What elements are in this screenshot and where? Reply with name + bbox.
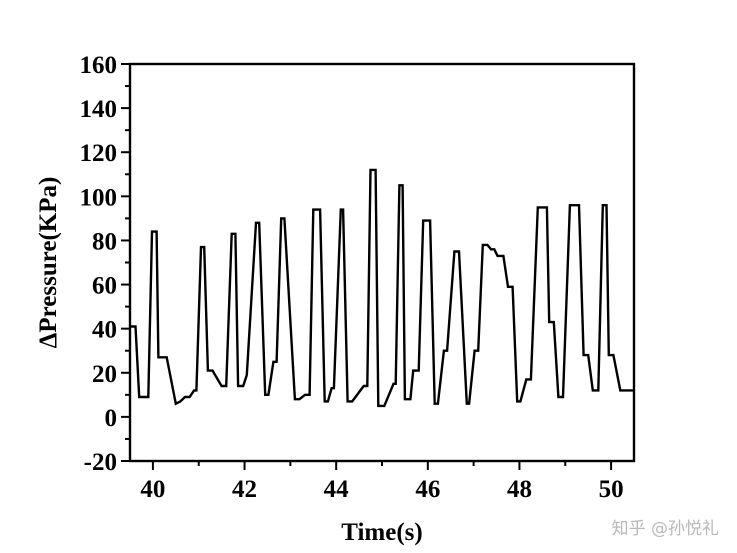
x-tick-label: 48 [507, 476, 532, 503]
watermark: 知乎 @孙悦礼 [611, 519, 719, 539]
x-tick-label: 40 [140, 476, 165, 503]
y-axis-title: ΔPressure(KPa) [35, 177, 62, 349]
y-tick-label: 60 [92, 273, 117, 300]
y-tick-label: 40 [92, 317, 117, 344]
y-tick-label: 100 [80, 184, 118, 211]
x-axis-title: Time(s) [341, 519, 422, 546]
y-tick-label: -20 [84, 449, 117, 476]
x-tick-label: 44 [324, 476, 350, 503]
y-tick-label: 0 [105, 405, 118, 432]
y-tick-label: 160 [80, 52, 118, 79]
x-tick-label: 42 [232, 476, 257, 503]
plot-frame [128, 62, 636, 463]
y-tick-label: 80 [92, 228, 117, 255]
y-tick-label: 20 [92, 361, 117, 388]
x-tick-label: 50 [599, 476, 624, 503]
y-tick-label: 140 [80, 96, 118, 123]
pressure-series-line [130, 168, 634, 408]
x-tick-label: 46 [415, 476, 440, 503]
y-tick-label: 120 [80, 140, 118, 167]
tick-marks [121, 63, 613, 470]
tick-labels: -20 0 20 40 60 80 100 120 140 160 40 42 44 46 48 50 [80, 52, 624, 503]
